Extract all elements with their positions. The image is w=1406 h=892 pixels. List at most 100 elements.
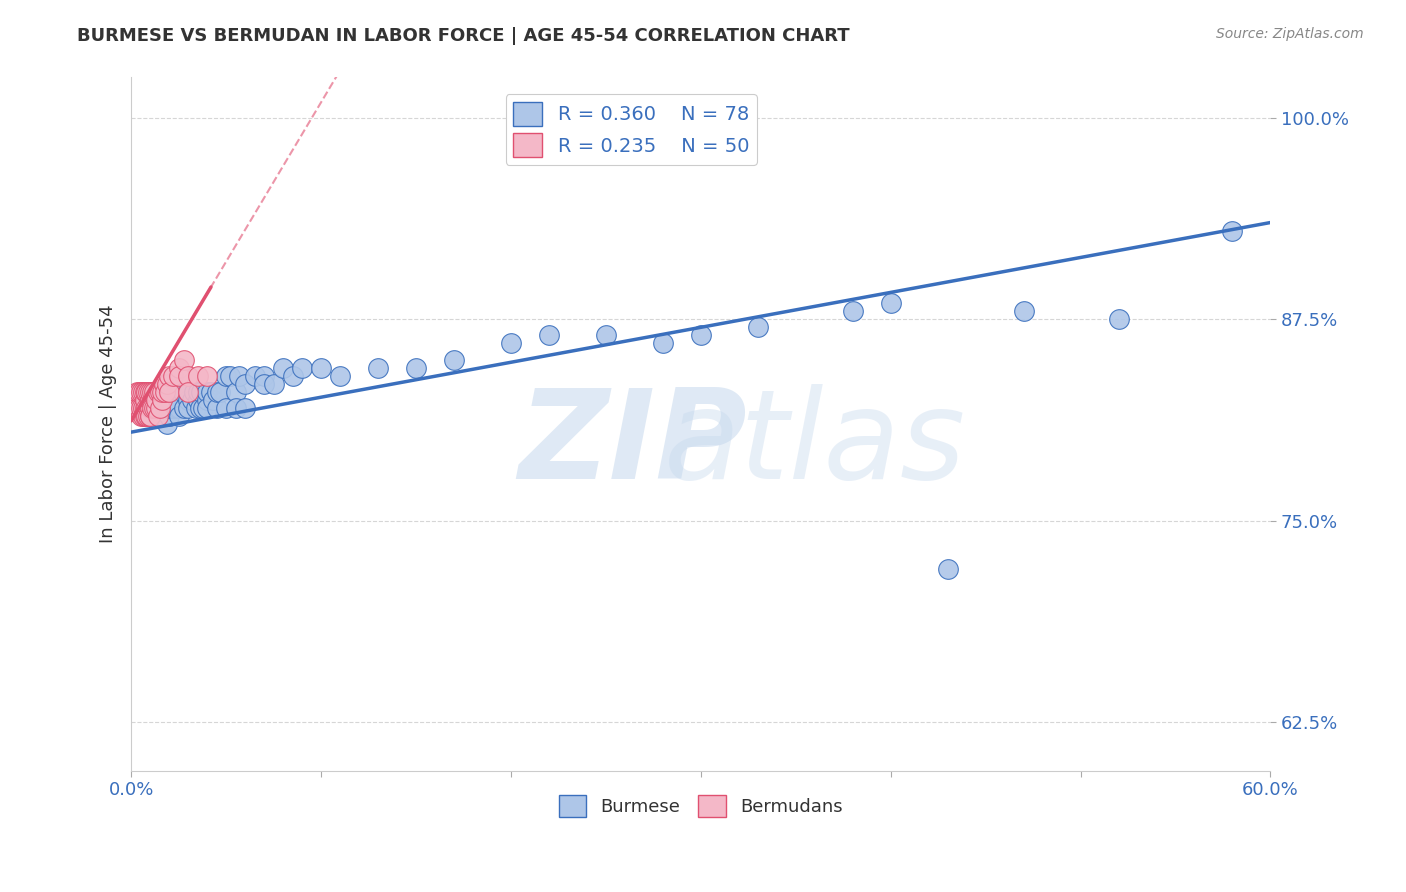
Point xyxy=(936,562,959,576)
Point xyxy=(177,392,200,407)
Point xyxy=(253,376,276,391)
Point xyxy=(149,392,172,407)
Point xyxy=(135,384,157,399)
Point xyxy=(128,401,150,415)
Point xyxy=(195,401,218,415)
Point xyxy=(405,360,427,375)
Point xyxy=(200,384,222,399)
Point xyxy=(233,401,256,415)
Point xyxy=(138,401,160,415)
Point xyxy=(141,384,163,399)
Text: ZIP: ZIP xyxy=(517,384,747,506)
Point xyxy=(125,384,148,399)
Point xyxy=(157,409,180,423)
Point xyxy=(146,384,169,399)
Point xyxy=(139,401,162,415)
Point xyxy=(271,360,294,375)
Legend: Burmese, Bermudans: Burmese, Bermudans xyxy=(551,788,849,824)
Point xyxy=(129,384,152,399)
Point xyxy=(209,384,232,399)
Point xyxy=(187,384,209,399)
Point xyxy=(143,401,166,415)
Point xyxy=(146,409,169,423)
Point xyxy=(499,336,522,351)
Point xyxy=(149,401,172,415)
Point xyxy=(879,296,901,310)
Point xyxy=(129,409,152,423)
Point xyxy=(187,368,209,383)
Text: BURMESE VS BERMUDAN IN LABOR FORCE | AGE 45-54 CORRELATION CHART: BURMESE VS BERMUDAN IN LABOR FORCE | AGE… xyxy=(77,27,851,45)
Point xyxy=(149,384,172,399)
Point xyxy=(157,401,180,415)
Point xyxy=(537,328,560,343)
Point xyxy=(139,392,162,407)
Point xyxy=(135,401,157,415)
Point xyxy=(184,401,207,415)
Text: Source: ZipAtlas.com: Source: ZipAtlas.com xyxy=(1216,27,1364,41)
Point xyxy=(157,401,180,415)
Point xyxy=(183,384,205,399)
Point xyxy=(141,401,163,415)
Point xyxy=(162,368,184,383)
Point xyxy=(201,392,224,407)
Point xyxy=(138,409,160,423)
Point xyxy=(167,368,190,383)
Point xyxy=(135,384,157,399)
Text: atlas: atlas xyxy=(664,384,966,506)
Point xyxy=(329,368,352,383)
Point xyxy=(131,409,153,423)
Point xyxy=(689,328,711,343)
Point xyxy=(128,384,150,399)
Point xyxy=(152,376,174,391)
Point xyxy=(167,401,190,415)
Point xyxy=(157,384,180,399)
Point xyxy=(651,336,673,351)
Point xyxy=(134,409,156,423)
Point xyxy=(253,368,276,383)
Point xyxy=(156,417,179,431)
Point xyxy=(155,401,177,415)
Point xyxy=(131,384,153,399)
Point xyxy=(225,401,247,415)
Point xyxy=(177,401,200,415)
Point xyxy=(1108,312,1130,326)
Point xyxy=(156,376,179,391)
Point xyxy=(281,368,304,383)
Point xyxy=(215,401,238,415)
Point xyxy=(195,368,218,383)
Point xyxy=(243,368,266,383)
Point xyxy=(145,384,167,399)
Point xyxy=(195,384,218,399)
Point xyxy=(152,409,174,423)
Point xyxy=(138,384,160,399)
Point xyxy=(139,401,162,415)
Point xyxy=(173,401,195,415)
Point xyxy=(138,401,160,415)
Point xyxy=(595,328,617,343)
Point xyxy=(131,401,153,415)
Point xyxy=(131,384,153,399)
Point xyxy=(149,401,172,415)
Point xyxy=(747,320,769,334)
Point xyxy=(155,384,177,399)
Point xyxy=(188,401,211,415)
Point xyxy=(150,384,173,399)
Point xyxy=(309,360,332,375)
Point xyxy=(139,384,162,399)
Point xyxy=(150,384,173,399)
Point xyxy=(841,304,863,318)
Point xyxy=(181,392,204,407)
Point xyxy=(173,352,195,367)
Point xyxy=(163,392,186,407)
Point xyxy=(219,368,242,383)
Point xyxy=(135,409,157,423)
Point xyxy=(177,368,200,383)
Point xyxy=(190,384,212,399)
Point xyxy=(150,392,173,407)
Point xyxy=(367,360,389,375)
Point xyxy=(233,376,256,391)
Point xyxy=(143,384,166,399)
Point xyxy=(134,384,156,399)
Point xyxy=(193,401,215,415)
Point xyxy=(291,360,314,375)
